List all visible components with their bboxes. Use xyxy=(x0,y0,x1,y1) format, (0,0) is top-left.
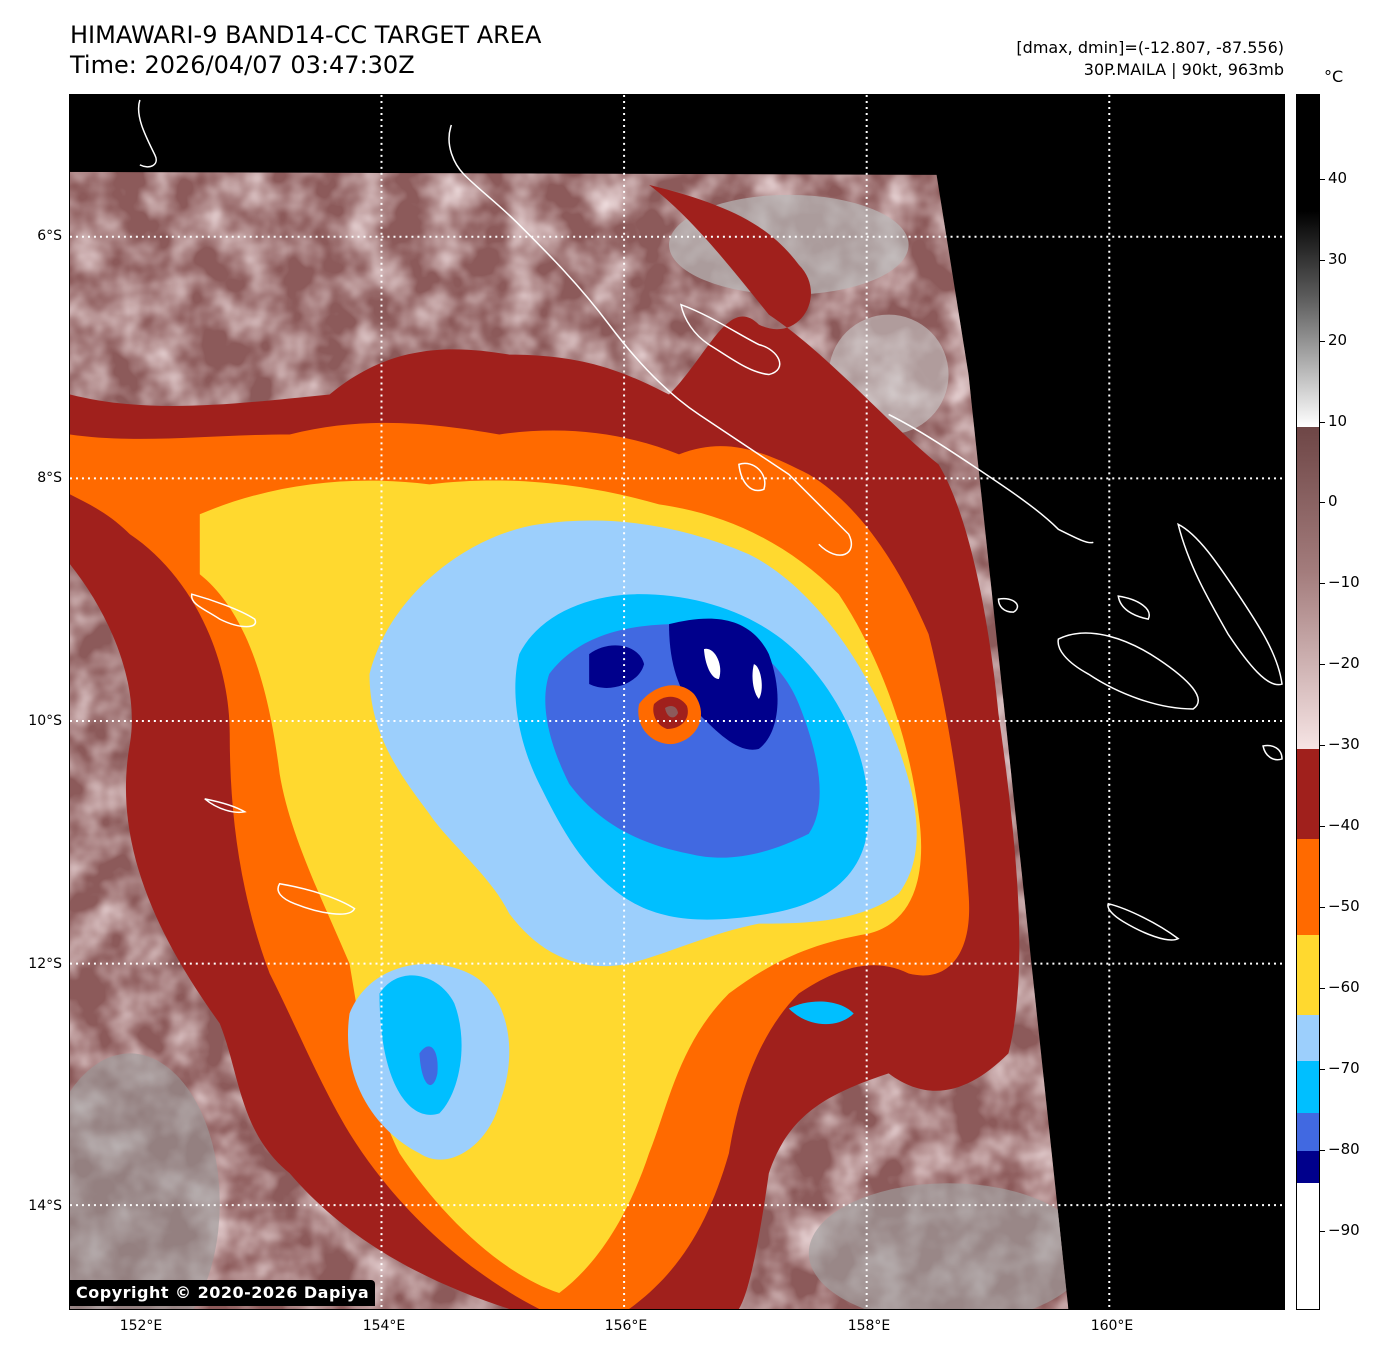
lat-label-14s: 14°S xyxy=(28,1198,62,1214)
lon-label-160e: 160°E xyxy=(1090,1318,1134,1334)
colorbar-tickmark xyxy=(1320,502,1325,503)
title-line-2: Time: 2026/04/07 03:47:30Z xyxy=(70,51,415,79)
colorbar-tickmark xyxy=(1320,664,1325,665)
cloud-top-field xyxy=(70,171,1069,1309)
colorbar-tickmark xyxy=(1320,1150,1325,1151)
storm-meta: [dmax, dmin]=(-12.807, -87.556) 30P.MAIL… xyxy=(1016,37,1284,81)
colorbar-tick-label: 40 xyxy=(1328,169,1348,187)
colorbar-tickmark xyxy=(1320,988,1325,989)
storm-info: 30P.MAILA | 90kt, 963mb xyxy=(1083,60,1284,79)
colorbar-tick-label: −70 xyxy=(1328,1059,1360,1077)
lat-label-6s: 6°S xyxy=(37,228,62,244)
satellite-image xyxy=(70,95,1284,1309)
colorbar-tickmark xyxy=(1320,1069,1325,1070)
lat-label-8s: 8°S xyxy=(37,470,62,486)
lon-label-156e: 156°E xyxy=(604,1318,648,1334)
title-line-1: HIMAWARI-9 BAND14-CC TARGET AREA xyxy=(70,21,542,49)
colorbar-tick-label: −10 xyxy=(1328,573,1360,591)
colorbar-tickmark xyxy=(1320,826,1325,827)
colorbar-tickmark xyxy=(1320,260,1325,261)
lon-label-154e: 154°E xyxy=(362,1318,406,1334)
colorbar-tickmark xyxy=(1320,1231,1325,1232)
colorbar-tickmark xyxy=(1320,341,1325,342)
lat-label-10s: 10°S xyxy=(28,713,62,729)
dmax-dmin-readout: [dmax, dmin]=(-12.807, -87.556) xyxy=(1016,38,1284,57)
colorbar-tick-label: −50 xyxy=(1328,897,1360,915)
colorbar-tick-label: −80 xyxy=(1328,1140,1360,1158)
colorbar-tickmark xyxy=(1320,583,1325,584)
colorbar-tick-label: −20 xyxy=(1328,654,1360,672)
colorbar-unit: °C xyxy=(1324,67,1344,86)
colorbar-tickmark xyxy=(1320,179,1325,180)
graticule xyxy=(70,95,1284,1309)
colorbar-tickmark xyxy=(1320,745,1325,746)
colorbar xyxy=(1296,94,1320,1310)
colorbar-tick-label: 10 xyxy=(1328,412,1348,430)
lat-label-12s: 12°S xyxy=(28,956,62,972)
copyright-badge: Copyright © 2020-2026 Dapiya xyxy=(70,1280,376,1306)
chart-title: HIMAWARI-9 BAND14-CC TARGET AREA Time: 2… xyxy=(70,20,541,80)
colorbar-tick-label: −90 xyxy=(1328,1221,1360,1239)
lon-label-158e: 158°E xyxy=(847,1318,891,1334)
coastlines xyxy=(137,99,1283,941)
colorbar-tickmark xyxy=(1320,422,1325,423)
colorbar-tickmark xyxy=(1320,907,1325,908)
colorbar-tick-label: −30 xyxy=(1328,735,1360,753)
colorbar-gradient xyxy=(1297,95,1319,1309)
colorbar-tick-label: 30 xyxy=(1328,250,1348,268)
satellite-map xyxy=(69,94,1285,1310)
colorbar-tick-label: 0 xyxy=(1328,492,1338,510)
colorbar-tick-label: 20 xyxy=(1328,331,1348,349)
colorbar-tick-label: −60 xyxy=(1328,978,1360,996)
colorbar-tick-label: −40 xyxy=(1328,816,1360,834)
lon-label-152e: 152°E xyxy=(119,1318,163,1334)
